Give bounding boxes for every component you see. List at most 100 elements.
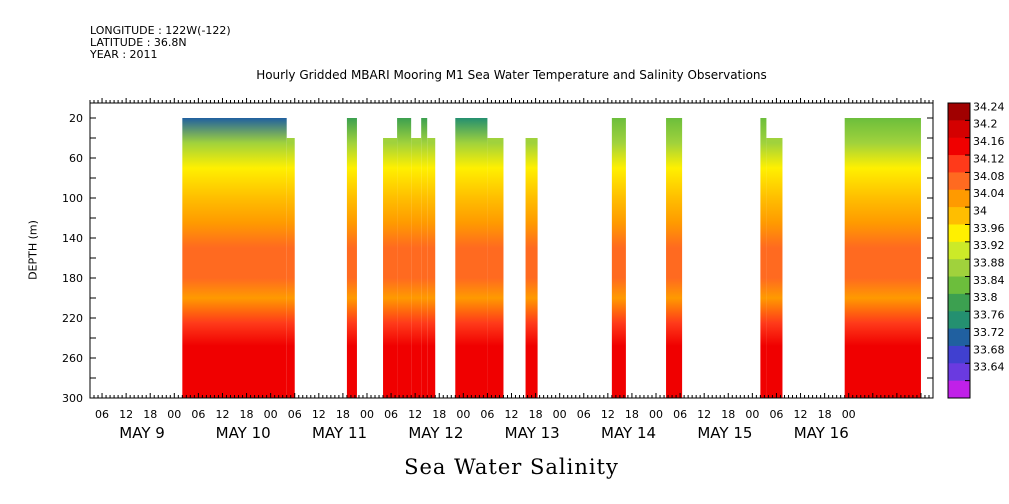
x-tick-label: 06 xyxy=(191,408,205,421)
salinity-segment xyxy=(182,118,287,398)
colorbar-band xyxy=(948,155,970,173)
x-tick-label: 12 xyxy=(408,408,422,421)
x-tick-label: 06 xyxy=(288,408,302,421)
salinity-segment xyxy=(427,138,436,398)
salinity-segment xyxy=(397,118,412,398)
colorbar-band xyxy=(948,172,970,191)
salinity-segment xyxy=(844,118,921,398)
x-day-label: MAY 14 xyxy=(601,424,656,442)
x-tick-label: 06 xyxy=(769,408,783,421)
colorbar-band xyxy=(948,311,970,330)
colorbar-label: 33.84 xyxy=(973,274,1005,287)
colorbar-label: 34.24 xyxy=(973,100,1005,113)
salinity-segment xyxy=(411,138,422,398)
x-tick-label: 18 xyxy=(721,408,735,421)
x-tick-label: 00 xyxy=(649,408,663,421)
x-tick-label: 12 xyxy=(215,408,229,421)
x-day-label: MAY 12 xyxy=(408,424,463,442)
y-tick-label: 300 xyxy=(62,392,83,405)
colorbar-label: 34.12 xyxy=(973,152,1005,165)
colorbar: 34.24 34.2 34.16 34.12 34.08 34.04 34 33.96 33.9… xyxy=(947,100,1005,399)
x-tick-label: 06 xyxy=(384,408,398,421)
x-tick-label: 06 xyxy=(95,408,109,421)
salinity-segment xyxy=(766,138,783,398)
x-tick-label: 18 xyxy=(432,408,446,421)
x-tick-label: 00 xyxy=(745,408,759,421)
salinity-segment xyxy=(487,138,504,398)
y-tick-label: 140 xyxy=(62,232,83,245)
x-tick-label: 18 xyxy=(818,408,832,421)
salinity-segment xyxy=(525,138,538,398)
salinity-segment xyxy=(383,138,398,398)
x-axis-title: Sea Water Salinity xyxy=(404,455,619,479)
x-day-label: MAY 13 xyxy=(505,424,560,442)
colorbar-label: 34.2 xyxy=(973,118,998,131)
x-tick-label: 12 xyxy=(312,408,326,421)
x-tick-label: 18 xyxy=(336,408,350,421)
x-tick-label: 00 xyxy=(842,408,856,421)
colorbar-label: 34.08 xyxy=(973,170,1005,183)
longitude-label: LONGITUDE : 122W(-122) xyxy=(90,24,231,37)
x-tick-label: 00 xyxy=(167,408,181,421)
colorbar-label: 33.88 xyxy=(973,257,1005,270)
x-tick-label: 00 xyxy=(553,408,567,421)
x-day-label: MAY 10 xyxy=(216,424,271,442)
colorbar-band xyxy=(948,241,970,260)
x-tick-label: 12 xyxy=(505,408,519,421)
colorbar-band xyxy=(948,189,970,208)
y-tick-label: 60 xyxy=(69,152,83,165)
y-tick-label: 180 xyxy=(62,272,83,285)
salinity-segment xyxy=(611,118,626,398)
colorbar-label: 33.76 xyxy=(973,309,1005,322)
x-tick-label: 12 xyxy=(119,408,133,421)
colorbar-band xyxy=(948,363,970,382)
x-tick-label: 00 xyxy=(456,408,470,421)
colorbar-label: 33.64 xyxy=(973,361,1005,374)
x-tick-label: 00 xyxy=(264,408,278,421)
latitude-label: LATITUDE : 36.8N xyxy=(90,36,187,49)
x-tick-label: 18 xyxy=(143,408,157,421)
colorbar-label: 33.92 xyxy=(973,239,1005,252)
colorbar-band xyxy=(948,103,970,121)
y-tick-label: 260 xyxy=(62,352,83,365)
colorbar-label: 33.68 xyxy=(973,343,1005,356)
x-axis: 06 12 18 00 06 12 18 00 06 12 18 00 06 12 18 00 06 12 18 00… xyxy=(89,98,934,442)
x-day-label: MAY 11 xyxy=(312,424,367,442)
colorbar-band xyxy=(948,207,970,225)
colorbar-band xyxy=(948,328,970,347)
colorbar-label: 33.8 xyxy=(973,291,998,304)
colorbar-band xyxy=(948,345,970,364)
chart-title: Hourly Gridded MBARI Mooring M1 Sea Wate… xyxy=(256,68,767,82)
colorbar-label: 34.16 xyxy=(973,135,1005,148)
x-day-label: MAY 16 xyxy=(794,424,849,442)
salinity-segment xyxy=(421,118,428,398)
colorbar-label: 34.04 xyxy=(973,187,1005,200)
x-tick-label: 06 xyxy=(673,408,687,421)
salinity-segment xyxy=(760,118,767,398)
colorbar-band xyxy=(948,224,970,243)
colorbar-band xyxy=(948,120,970,139)
colorbar-label: 33.96 xyxy=(973,222,1005,235)
colorbar-band xyxy=(948,259,970,278)
colorbar-label: 33.72 xyxy=(973,326,1005,339)
x-day-label: MAY 9 xyxy=(119,424,165,442)
colorbar-frame xyxy=(947,102,971,399)
salinity-segment xyxy=(666,118,683,398)
x-tick-label: 00 xyxy=(360,408,374,421)
salinity-segment xyxy=(346,118,357,398)
x-tick-label: 12 xyxy=(601,408,615,421)
year-label: YEAR : 2011 xyxy=(90,48,158,61)
salinity-segment xyxy=(286,138,295,398)
x-tick-label: 12 xyxy=(697,408,711,421)
colorbar-band xyxy=(948,276,970,295)
data-segments xyxy=(182,118,921,398)
colorbar-label: 34 xyxy=(973,204,987,217)
x-tick-label: 18 xyxy=(240,408,254,421)
x-tick-label: 18 xyxy=(529,408,543,421)
y-axis: 20 60 100 140 180 220 260 300 xyxy=(62,112,933,405)
x-tick-label: 06 xyxy=(577,408,591,421)
x-tick-label: 06 xyxy=(480,408,494,421)
x-day-label: MAY 15 xyxy=(697,424,752,442)
y-tick-label: 220 xyxy=(62,312,83,325)
colorbar-band xyxy=(948,293,970,312)
